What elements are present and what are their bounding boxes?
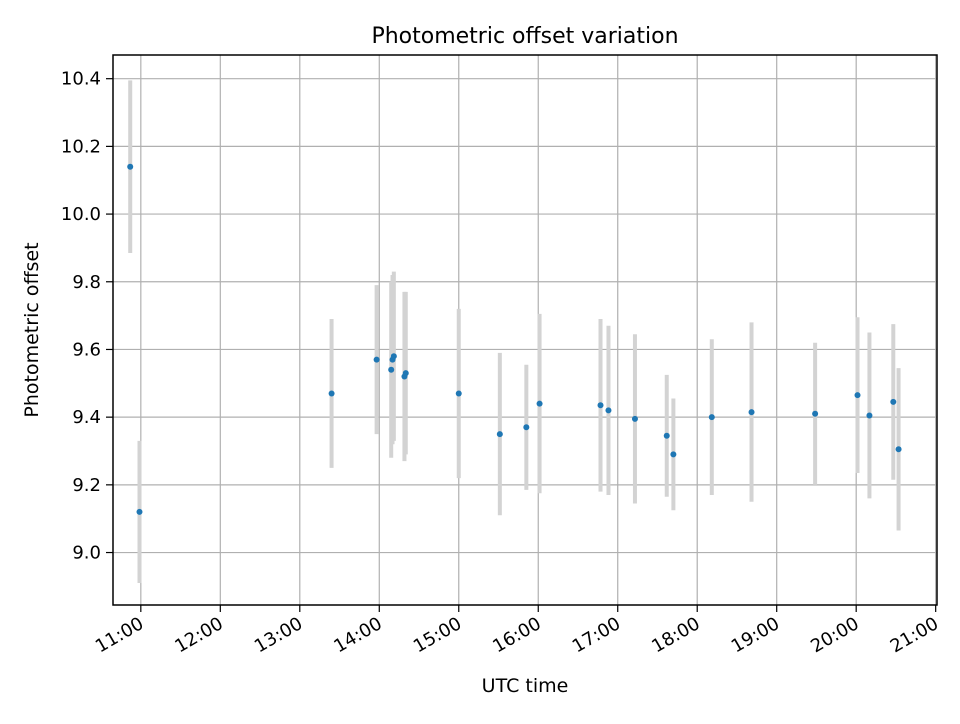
chart-title: Photometric offset variation [371,24,678,49]
data-point [523,424,530,431]
data-point [708,414,715,421]
x-axis-ticks: 11:00 12:00 13:00 14:00 15:00 16:00 17:00 18:00… [92,605,942,657]
data-point [388,366,395,373]
y-tick-label: 10.4 [61,69,101,90]
x-tick-label: 15:00 [410,613,465,657]
data-points [127,163,902,515]
data-point [328,390,335,397]
data-point [127,163,134,170]
y-tick-label: 10.0 [61,204,101,225]
y-axis-ticks: 9.0 9.2 9.4 9.6 9.8 10.0 10.2 10.4 [61,69,113,564]
x-tick-label: 17:00 [569,613,624,657]
data-point [597,402,604,409]
y-tick-label: 10.2 [61,136,101,157]
data-point [390,353,397,360]
x-tick-label: 21:00 [887,613,942,657]
grid-lines [113,55,937,605]
y-tick-label: 9.0 [72,543,101,564]
data-point [536,400,543,407]
y-axis-label: Photometric offset [21,242,43,417]
data-point [670,451,677,458]
data-point [373,356,380,363]
error-bars [128,80,901,583]
data-point [854,392,861,399]
data-point [895,446,902,453]
data-point [748,409,755,416]
x-tick-label: 18:00 [648,613,703,657]
y-tick-label: 9.2 [72,475,101,496]
plot-frame [112,54,938,606]
data-point [812,410,819,417]
data-point [496,431,503,438]
x-tick-label: 12:00 [171,613,226,657]
x-tick-label: 16:00 [489,613,544,657]
x-tick-label: 11:00 [92,613,147,657]
data-point [136,508,143,515]
data-point [402,370,409,377]
data-point [631,415,638,422]
data-point [663,432,670,439]
x-tick-label: 19:00 [728,613,783,657]
data-point [605,407,612,414]
x-tick-label: 20:00 [807,613,862,657]
x-axis-label: UTC time [482,675,569,697]
y-tick-label: 9.6 [72,339,101,360]
data-point [455,390,462,397]
x-tick-label: 13:00 [251,613,306,657]
data-point [890,398,897,405]
y-tick-label: 9.8 [72,272,101,293]
x-tick-label: 14:00 [330,613,385,657]
data-point [866,412,873,419]
y-tick-label: 9.4 [72,407,101,428]
